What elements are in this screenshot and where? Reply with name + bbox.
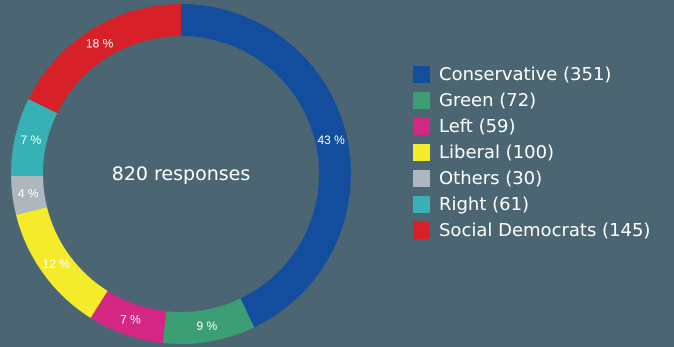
percent-label-social-democrats: 18 % bbox=[86, 36, 114, 50]
legend-label: Social Democrats (145) bbox=[439, 220, 651, 241]
donut-percent-labels: 43 % 9 % 7 % 12 % 4 % 7 % 18 % bbox=[18, 36, 345, 333]
legend-item-social-democrats: Social Democrats (145) bbox=[413, 218, 650, 243]
legend-label: Others (30) bbox=[439, 168, 543, 189]
legend-label: Right (61) bbox=[439, 194, 530, 215]
legend-label: Conservative (351) bbox=[439, 64, 612, 85]
donut-chart-svg: 43 % 9 % 7 % 12 % 4 % 7 % 18 % 820 responses bbox=[11, 4, 351, 344]
percent-label-left: 7 % bbox=[120, 312, 141, 326]
legend-swatch bbox=[413, 144, 430, 161]
legend-swatch bbox=[413, 222, 430, 239]
legend: Conservative (351) Green (72) Left (59) Lib… bbox=[413, 62, 650, 244]
donut-slice-conservative bbox=[181, 4, 351, 328]
legend-label: Left (59) bbox=[439, 116, 516, 137]
donut-slice-right bbox=[11, 98, 58, 176]
legend-swatch bbox=[413, 66, 430, 83]
percent-label-conservative: 43 % bbox=[318, 133, 346, 147]
legend-item-others: Others (30) bbox=[413, 166, 650, 191]
legend-swatch bbox=[413, 196, 430, 213]
donut-slice-liberal bbox=[15, 207, 108, 318]
donut-slice-social-democrats bbox=[28, 4, 181, 114]
donut-slice-others bbox=[11, 175, 48, 215]
donut-slices bbox=[11, 4, 351, 344]
legend-label: Green (72) bbox=[439, 90, 537, 111]
legend-item-green: Green (72) bbox=[413, 88, 650, 113]
legend-swatch bbox=[413, 170, 430, 187]
percent-label-liberal: 12 % bbox=[43, 257, 71, 271]
legend-item-right: Right (61) bbox=[413, 192, 650, 217]
legend-label: Liberal (100) bbox=[439, 142, 555, 163]
legend-item-conservative: Conservative (351) bbox=[413, 62, 650, 87]
donut-slice-green bbox=[162, 298, 255, 344]
legend-swatch bbox=[413, 118, 430, 135]
donut-slice-left bbox=[90, 290, 167, 344]
legend-item-liberal: Liberal (100) bbox=[413, 140, 650, 165]
percent-label-right: 7 % bbox=[20, 133, 41, 147]
center-label: 820 responses bbox=[112, 163, 251, 185]
percent-label-green: 9 % bbox=[197, 319, 218, 333]
percent-label-others: 4 % bbox=[18, 186, 39, 200]
legend-swatch bbox=[413, 92, 430, 109]
legend-item-left: Left (59) bbox=[413, 114, 650, 139]
